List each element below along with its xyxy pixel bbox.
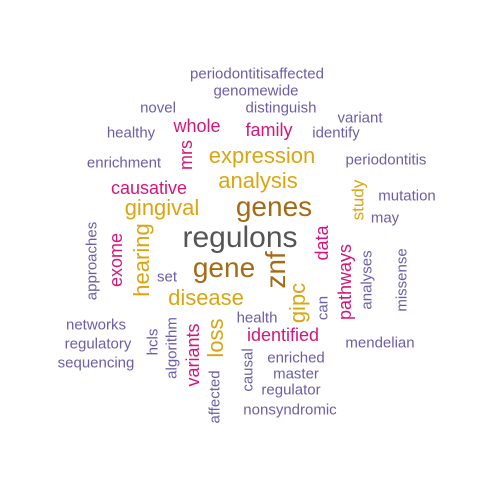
word-can: can: [314, 295, 332, 321]
word-networks: networks: [65, 316, 127, 334]
word-variant: variant: [337, 109, 383, 127]
word-healthy: healthy: [106, 124, 156, 142]
word-disease: disease: [168, 285, 244, 310]
word-set: set: [156, 268, 178, 286]
word-genomewide: genomewide: [213, 82, 299, 100]
word-gingival: gingival: [124, 195, 200, 220]
word-novel: novel: [140, 99, 176, 117]
word-genes: genes: [235, 191, 313, 222]
word-data: data: [312, 225, 332, 261]
word-variants: variants: [183, 323, 203, 387]
word-algorithm: algorithm: [163, 317, 181, 379]
word-loss: loss: [203, 318, 228, 358]
word-enriched: enriched: [267, 349, 325, 367]
word-distinguish: distinguish: [245, 99, 317, 117]
word-nonsyndromic: nonsyndromic: [243, 401, 337, 419]
word-family: family: [245, 120, 293, 140]
word-mendelian: mendelian: [345, 334, 415, 352]
word-whole: whole: [173, 116, 221, 136]
word-enrichment: enrichment: [86, 154, 162, 172]
word-hearing: hearing: [129, 223, 154, 297]
word-may: may: [370, 209, 400, 227]
word-identified: identified: [246, 325, 320, 345]
word-gene: gene: [192, 252, 256, 283]
word-regulator: regulator: [261, 381, 321, 399]
word-health: health: [236, 309, 278, 327]
word-hcls: hcls: [144, 328, 162, 356]
word-identify: identify: [312, 124, 360, 142]
word-regulatory: regulatory: [64, 335, 132, 353]
word-periodontitisaffected: periodontitisaffected: [190, 65, 324, 83]
word-causative: causative: [110, 178, 188, 198]
word-periodontitis: periodontitis: [345, 151, 427, 169]
word-missense: missense: [393, 248, 411, 312]
word-regulons: regulons: [182, 221, 298, 254]
word-gipc: gipc: [285, 282, 310, 324]
word-expression: expression: [208, 143, 316, 168]
word-sequencing: sequencing: [57, 354, 135, 372]
word-analysis: analysis: [218, 168, 298, 193]
word-exome: exome: [106, 232, 126, 288]
word-master: master: [273, 365, 319, 383]
word-approaches: approaches: [83, 221, 101, 301]
word-analyses: analyses: [358, 250, 376, 310]
word-causal: causal: [239, 348, 257, 392]
word-pathways: pathways: [335, 243, 355, 321]
word-mrs: mrs: [176, 140, 196, 170]
word-affected: affected: [206, 370, 224, 424]
word-study: study: [348, 179, 368, 221]
word-mutation: mutation: [378, 187, 436, 205]
